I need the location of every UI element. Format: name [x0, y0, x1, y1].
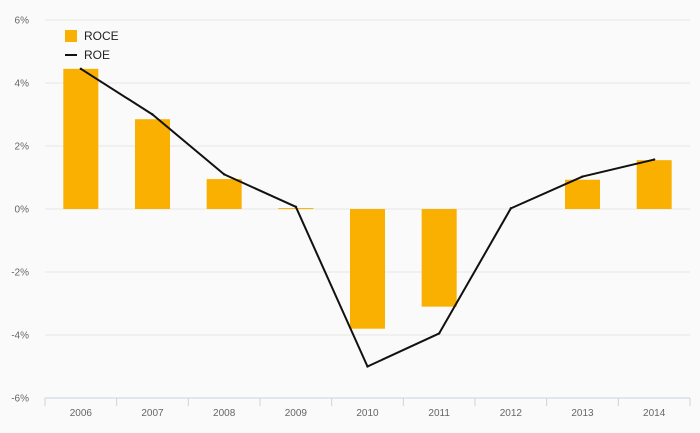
legend: ROCE ROE — [65, 29, 119, 62]
y-tick-label: 0% — [15, 205, 30, 216]
point-roe-2010[interactable] — [366, 365, 369, 368]
y-tick-label: 4% — [15, 79, 30, 90]
point-roe-2011[interactable] — [437, 332, 441, 335]
x-tick-label: 2006 — [70, 408, 93, 419]
point-roe-2013[interactable] — [581, 175, 584, 178]
line-layer — [79, 67, 656, 368]
bar-roce-2013[interactable] — [565, 179, 600, 209]
y-tick-label: -6% — [11, 394, 29, 405]
x-tick-label: 2007 — [141, 408, 164, 419]
point-roe-2014[interactable] — [652, 158, 656, 161]
y-tick-label: -2% — [11, 268, 29, 279]
bar-roce-2007[interactable] — [135, 119, 170, 209]
point-roe-2006[interactable] — [79, 67, 83, 71]
x-tick-label: 2010 — [356, 408, 379, 419]
y-tick-label: 6% — [15, 16, 30, 27]
bar-roce-2011[interactable] — [421, 209, 457, 307]
point-roe-2007[interactable] — [151, 113, 154, 116]
x-tick-label: 2009 — [285, 408, 308, 419]
bar-layer — [63, 68, 672, 329]
legend-label-roe: ROE — [84, 48, 110, 62]
point-roe-2012[interactable] — [509, 207, 513, 210]
bar-roce-2010[interactable] — [350, 209, 385, 329]
y-tick-label: -4% — [11, 331, 29, 342]
legend-label-roce: ROCE — [84, 29, 119, 43]
x-tick-label: 2013 — [571, 408, 594, 419]
legend-swatch-roce — [65, 30, 77, 42]
x-tick-label: 2012 — [500, 408, 523, 419]
x-tick-label: 2011 — [428, 408, 450, 419]
point-roe-2009[interactable] — [294, 205, 298, 208]
bar-roce-2014[interactable] — [636, 160, 672, 209]
bar-roce-2008[interactable] — [206, 179, 242, 209]
axis-layer: 6% 4% 2% 0% -2% -4% -6% 2006 2007 2008 2009 2010 201… — [11, 16, 691, 419]
x-tick-label: 2008 — [213, 408, 236, 419]
bar-roce-2006[interactable] — [63, 68, 99, 209]
y-tick-label: 2% — [15, 142, 30, 153]
point-roe-2008[interactable] — [222, 173, 226, 176]
x-tick-label: 2014 — [643, 408, 666, 419]
